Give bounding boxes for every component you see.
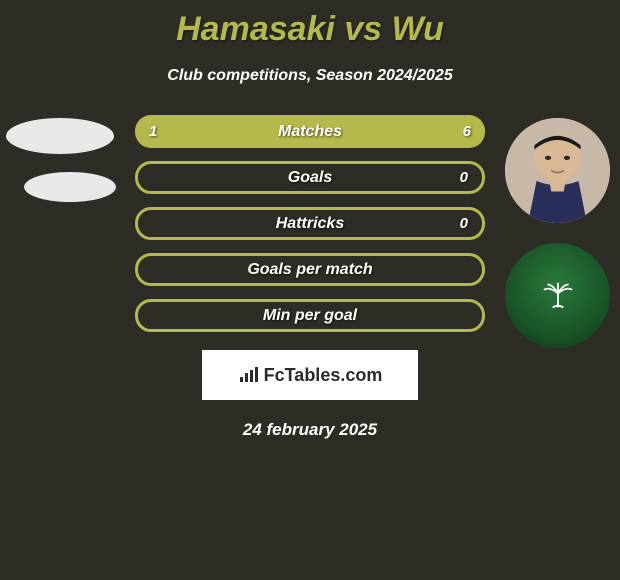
watermark-text: FcTables.com xyxy=(264,365,383,386)
stat-right-value: 0 xyxy=(460,215,468,232)
stat-row-matches: 1 Matches 6 xyxy=(0,115,620,148)
stat-right-value: 0 xyxy=(460,169,468,186)
stat-pill: Min per goal xyxy=(135,299,485,332)
stat-label: Hattricks xyxy=(276,215,344,233)
stat-row-goals-per-match: Goals per match xyxy=(0,253,620,286)
page-subtitle: Club competitions, Season 2024/2025 xyxy=(0,67,620,85)
stat-row-min-per-goal: Min per goal xyxy=(0,299,620,332)
bars-icon xyxy=(238,366,260,384)
stat-pill: Goals 0 xyxy=(135,161,485,194)
stat-label: Goals xyxy=(288,169,332,187)
stat-label: Goals per match xyxy=(247,261,372,279)
stat-left-value: 1 xyxy=(149,123,157,140)
stats-list: 1 Matches 6 Goals 0 Hattricks 0 Goals pe… xyxy=(0,115,620,332)
stat-label: Matches xyxy=(278,123,342,141)
stat-label: Min per goal xyxy=(263,307,357,325)
comparison-infographic: Hamasaki vs Wu Club competitions, Season… xyxy=(0,0,620,580)
stat-pill: Hattricks 0 xyxy=(135,207,485,240)
stat-row-goals: Goals 0 xyxy=(0,161,620,194)
stat-right-value: 6 xyxy=(463,123,471,140)
watermark: FcTables.com xyxy=(202,350,418,400)
stat-pill: Goals per match xyxy=(135,253,485,286)
watermark-content: FcTables.com xyxy=(238,365,383,386)
page-title: Hamasaki vs Wu xyxy=(0,0,620,49)
stat-row-hattricks: Hattricks 0 xyxy=(0,207,620,240)
date-label: 24 february 2025 xyxy=(0,420,620,440)
stat-pill: 1 Matches 6 xyxy=(135,115,485,148)
